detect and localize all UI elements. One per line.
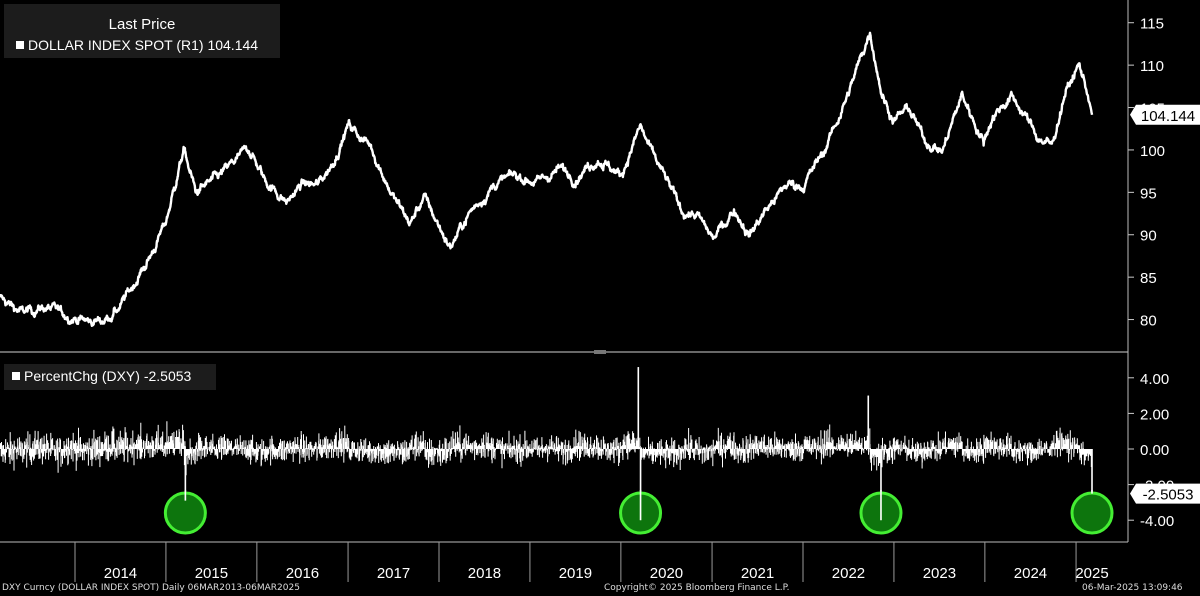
year-label: 2021 [741,565,774,582]
legend-title: Last Price [108,16,176,33]
pct-legend-entry: PercentChg (DXY) -2.5053 [12,368,191,384]
pct-change-bars [0,367,1093,521]
price-tick-label: 85 [1140,270,1157,287]
panel-resize-handle[interactable] [594,350,606,354]
year-label: 2019 [559,565,592,582]
price-last-value-label: 104.144 [1141,108,1195,125]
year-label: 2016 [286,565,319,582]
pct-legend-label: PercentChg (DXY) -2.5053 [24,368,192,384]
year-label: 2024 [1014,565,1047,582]
pct-legend: PercentChg (DXY) -2.5053 [4,364,216,390]
footer-security: DXY Curncy (DOLLAR INDEX SPOT) Daily 06M… [2,583,300,593]
price-tick-label: 80 [1140,313,1157,330]
year-label: 2020 [650,565,683,582]
pct-last-value-tag [1130,483,1200,504]
pct-tick-label: 4.00 [1140,371,1169,388]
price-legend-label: DOLLAR INDEX SPOT (R1) 104.144 [28,37,259,53]
price-tick-label: 115 [1140,16,1164,33]
price-tick-label: 90 [1140,228,1157,245]
last-value-tags: 104.144 -2.5053 [1130,104,1200,504]
year-label: 2014 [104,565,137,582]
year-label: 2025 [1075,565,1108,582]
price-tick-label: 110 [1140,58,1164,75]
price-series-line [0,31,1094,327]
year-label: 2023 [923,565,956,582]
pct-tick-label: 2.00 [1140,406,1169,423]
highlight-circle [1070,491,1114,535]
highlight-circles [163,367,1114,535]
pct-last-value-label: -2.5053 [1143,487,1194,504]
pct-tick-label: 0.00 [1140,442,1169,459]
pct-tick-label: -4.00 [1140,513,1174,530]
price-legend-entry: DOLLAR INDEX SPOT (R1) 104.144 [16,37,258,53]
price-tick-label: 95 [1140,185,1157,202]
year-label: 2018 [468,565,501,582]
year-label: 2022 [832,565,865,582]
legend-swatch [12,372,20,380]
price-legend: Last Price DOLLAR INDEX SPOT (R1) 104.14… [4,4,280,58]
x-axis: 2014 2015 2016 2017 2018 2019 2020 2021 2022 2023… [74,542,1109,582]
legend-swatch [16,41,24,49]
price-last-value-tag [1130,104,1200,125]
footer-copyright: Copyright© 2025 Bloomberg Finance L.P. [604,583,790,593]
year-label: 2015 [195,565,228,582]
price-tick-label: 100 [1140,143,1165,160]
year-label: 2017 [377,565,410,582]
footer-timestamp: 06-Mar-2025 13:09:46 [1082,583,1183,593]
